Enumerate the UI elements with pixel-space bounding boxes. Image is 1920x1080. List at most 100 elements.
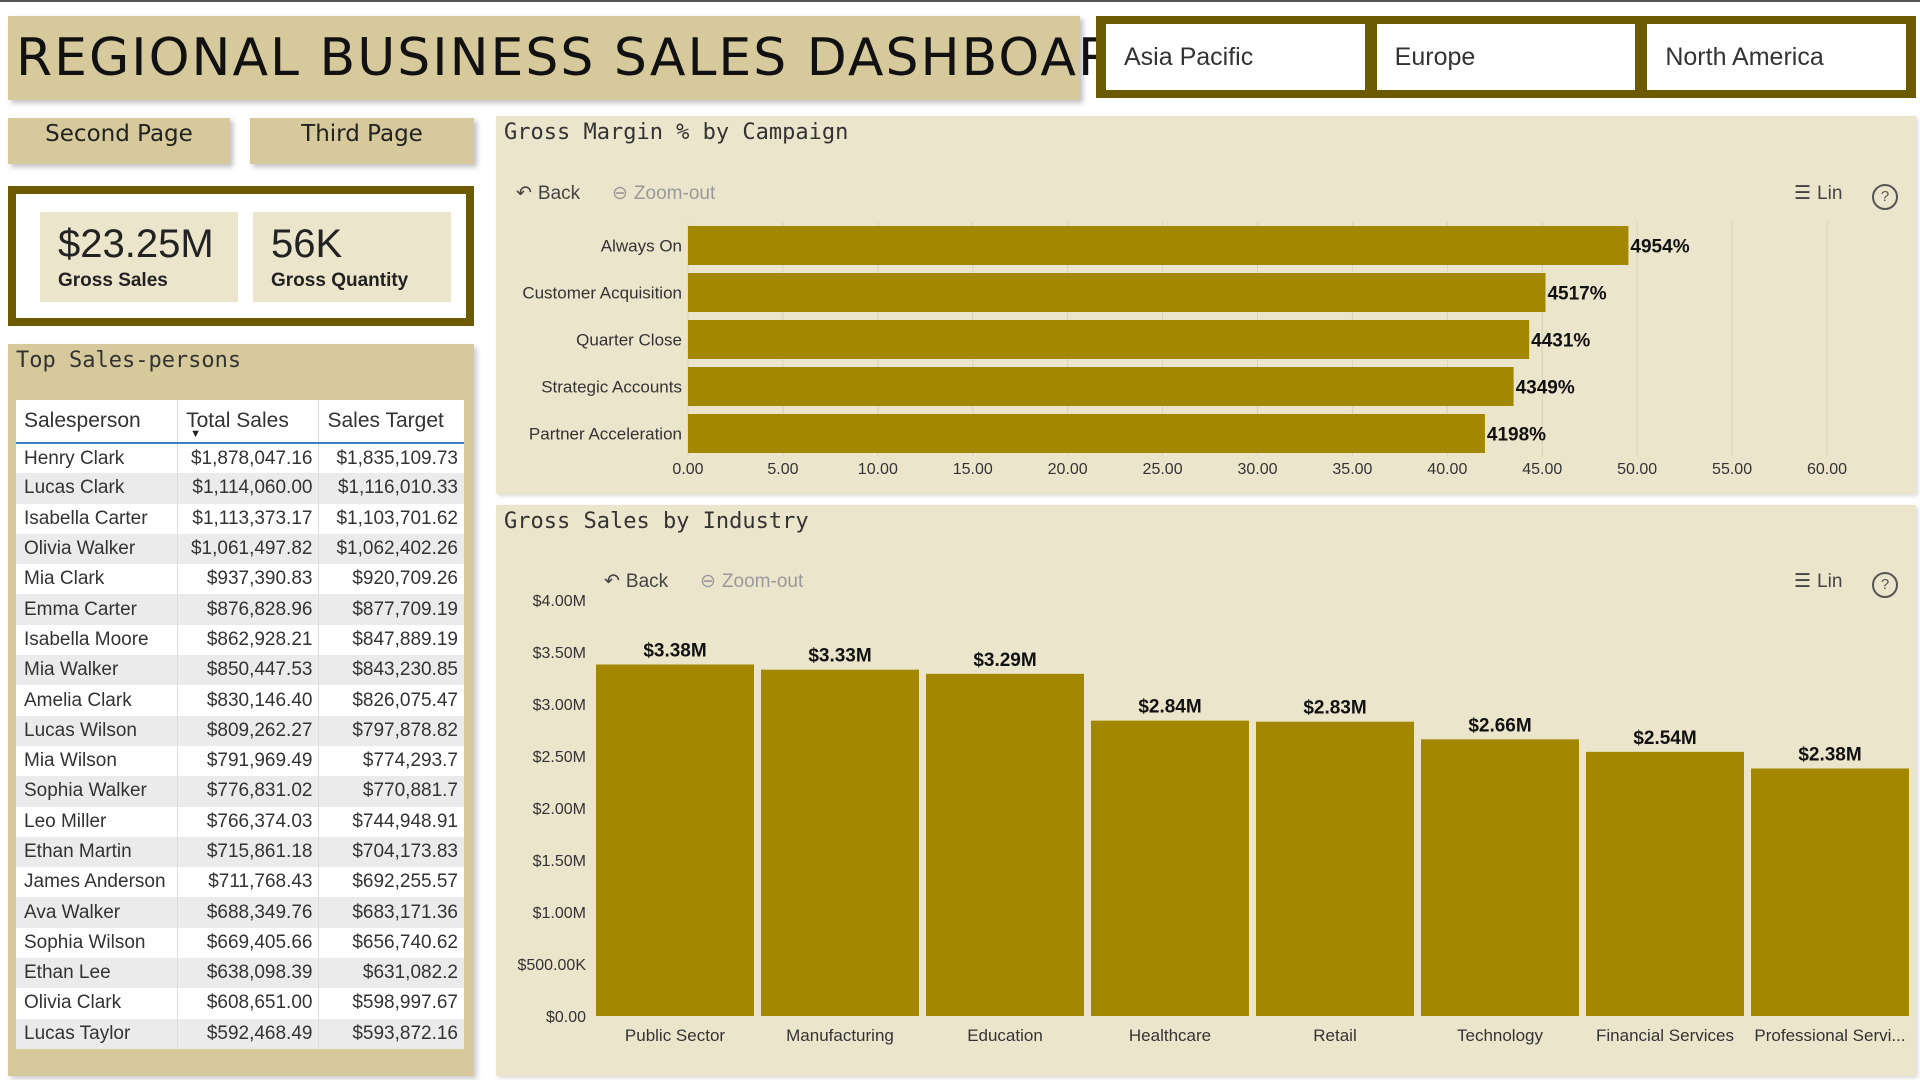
table-row[interactable]: Mia Clark $937,390.83 $920,709.26 [16,564,464,595]
table-row[interactable]: Olivia Walker $1,061,497.82 $1,062,402.26 [16,533,464,565]
list-icon: ☰ [1794,571,1812,592]
sales-target-cell: $598,997.67 [318,988,464,1019]
x-tick-label: 0.00 [672,461,703,478]
margin-legend-button[interactable]: ☰ Lin [1794,182,1842,205]
salesperson-cell: Ava Walker [16,897,179,928]
table-title: Top Sales-persons [16,348,242,373]
data-label: 4349% [1516,378,1575,399]
table-row[interactable]: Isabella Carter $1,113,373.17 $1,103,701.6… [16,503,464,534]
margin-zoom-out-button[interactable]: ⊖ Zoom-out [612,182,715,205]
second-page-button[interactable]: Second Page [8,118,230,164]
total-sales-cell: $809,262.27 [177,715,320,746]
table-row[interactable]: Leo Miller $766,374.03 $744,948.91 [16,806,464,837]
salesperson-cell: Mia Clark [16,564,179,595]
salesperson-cell: Ethan Lee [16,958,179,989]
table-row[interactable]: Ava Walker $688,349.76 $683,171.36 [16,897,464,928]
salespersons-table: Salesperson Total Sales ▼ Sales Target He… [16,400,464,1049]
y-tick-label: $1.00M [533,905,586,922]
third-page-button[interactable]: Third Page [250,118,474,164]
salesperson-cell: Sophia Walker [16,776,179,807]
total-sales-cell: $1,061,497.82 [177,533,320,565]
table-row[interactable]: Ethan Lee $638,098.39 $631,082.2 [16,958,464,989]
table-row[interactable]: Amelia Clark $830,146.40 $826,075.47 [16,685,464,716]
margin-back-button[interactable]: ↶ Back [516,182,580,205]
total-sales-cell: $669,405.66 [177,927,320,959]
y-tick-label: $2.50M [533,749,586,766]
table-row[interactable]: Isabella Moore $862,928.21 $847,889.19 [16,624,464,656]
industry-zoom-out-button[interactable]: ⊖ Zoom-out [700,570,803,593]
zoom-out-icon: ⊖ [612,183,628,204]
sales-target-cell: $692,255.57 [318,867,464,898]
salesperson-cell: Ethan Martin [16,836,179,868]
table-row[interactable]: Mia Wilson $791,969.49 $774,293.7 [16,745,464,777]
y-tick-label: $2.00M [533,801,586,818]
category-label: Financial Services [1596,1026,1734,1045]
back-arrow-icon: ↶ [516,183,532,204]
sales-target-cell: $774,293.7 [318,745,464,777]
slicer-north-america[interactable]: North America [1647,24,1907,90]
x-tick-label: 40.00 [1427,461,1467,478]
legend-label: Lin [1817,570,1843,592]
total-sales-cell: $1,878,047.16 [177,443,320,474]
bar [926,673,1084,1016]
zoom-out-icon: ⊖ [700,571,716,592]
table-row[interactable]: Mia Walker $850,447.53 $843,230.85 [16,655,464,686]
table-row[interactable]: Lucas Wilson $809,262.27 $797,878.82 [16,715,464,746]
total-sales-cell: $1,114,060.00 [177,473,320,504]
table-row[interactable]: Lucas Taylor $592,468.49 $593,872.16 [16,1018,464,1049]
column-header-total-sales[interactable]: Total Sales ▼ [177,400,320,444]
gross-sales-industry-chart: $0.00 $500.00K $1.00M $1.50M $2.00M $2.50M $3.… [517,593,1909,1045]
table-row[interactable]: Ethan Martin $715,861.18 $704,173.83 [16,836,464,868]
sales-target-cell: $704,173.83 [318,836,464,868]
slicer-asia-pacific[interactable]: Asia Pacific [1106,24,1365,90]
data-label: 4954% [1630,237,1689,258]
table-header-row: Salesperson Total Sales ▼ Sales Target [16,400,464,444]
data-label: 4517% [1547,284,1606,305]
x-tick-label: 25.00 [1143,461,1183,478]
gross-sales-industry-panel: Gross Sales by Industry ↶ Back ⊖ Zoom-out … [496,505,1916,1076]
table-body: Henry Clark $1,878,047.16 $1,835,109.73 Luc… [16,443,464,1049]
table-row[interactable]: Sophia Wilson $669,405.66 $656,740.62 [16,927,464,959]
bar [1586,751,1744,1016]
gross-margin-chart: 0.00 5.00 10.00 15.00 20.00 25.00 30.00 35.00 40… [522,222,1847,478]
total-sales-cell: $1,113,373.17 [177,503,320,534]
column-header-sales-target[interactable]: Sales Target [318,400,464,444]
sales-target-cell: $877,709.19 [318,594,464,625]
category-label: Always On [601,237,682,256]
category-label: Technology [1457,1026,1544,1045]
salesperson-cell: Mia Wilson [16,745,179,777]
table-row[interactable]: Sophia Walker $776,831.02 $770,881.7 [16,776,464,807]
table-row[interactable]: Henry Clark $1,878,047.16 $1,835,109.73 [16,443,464,474]
industry-back-button[interactable]: ↶ Back [604,570,668,593]
industry-legend-button[interactable]: ☰ Lin [1794,570,1842,593]
sales-target-cell: $1,835,109.73 [318,443,464,474]
salesperson-cell: Lucas Taylor [16,1018,179,1049]
total-sales-cell: $715,861.18 [177,836,320,868]
table-row[interactable]: James Anderson $711,768.43 $692,255.57 [16,867,464,898]
help-icon[interactable]: ? [1872,184,1898,210]
slicer-europe[interactable]: Europe [1376,24,1636,90]
gross-quantity-label: Gross Quantity [271,270,409,291]
table-row[interactable]: Olivia Clark $608,651.00 $598,997.67 [16,988,464,1019]
bar [761,669,919,1016]
back-label: Back [537,182,581,204]
salesperson-cell: Leo Miller [16,806,179,837]
bar [688,226,1629,265]
dashboard-title: REGIONAL BUSINESS SALES DASHBOARD [16,28,1159,88]
table-row[interactable]: Lucas Clark $1,114,060.00 $1,116,010.33 [16,473,464,504]
column-header-label: Salesperson [24,409,141,432]
total-sales-cell: $830,146.40 [177,685,320,716]
total-sales-cell: $688,349.76 [177,897,320,928]
sales-target-cell: $920,709.26 [318,564,464,595]
table-row[interactable]: Emma Carter $876,828.96 $877,709.19 [16,594,464,625]
column-header-label: Total Sales [186,409,289,432]
zoom-out-label: Zoom-out [633,182,716,204]
gross-sales-label: Gross Sales [58,270,168,291]
column-header-salesperson[interactable]: Salesperson [16,400,179,444]
x-tick-label: 55.00 [1712,461,1752,478]
y-tick-label: $4.00M [533,593,586,610]
help-icon[interactable]: ? [1872,572,1898,598]
category-label: Strategic Accounts [541,378,682,397]
sales-target-cell: $593,872.16 [318,1018,464,1049]
total-sales-cell: $791,969.49 [177,745,320,777]
